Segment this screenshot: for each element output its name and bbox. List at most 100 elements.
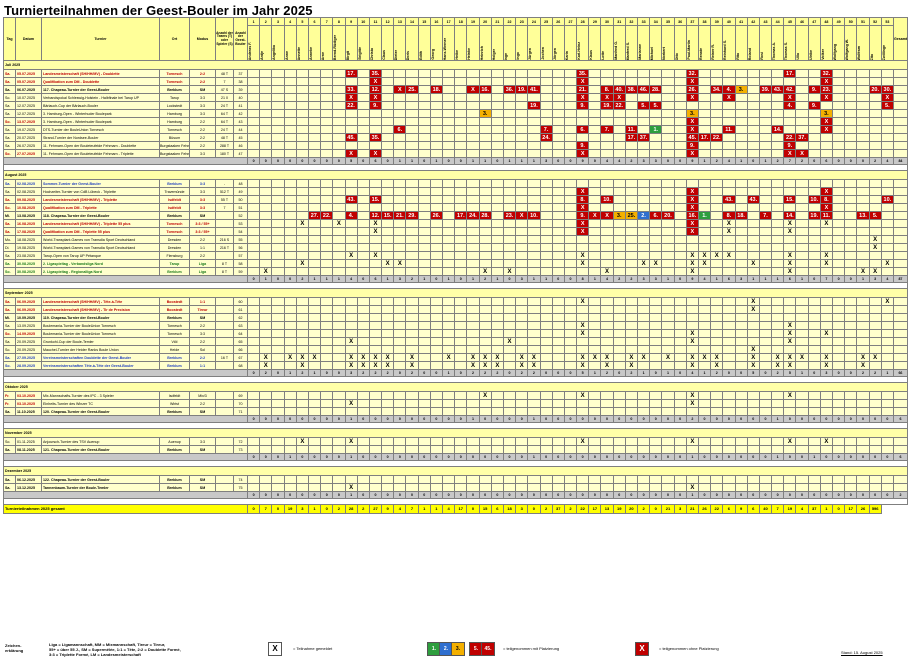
participation-cell [673, 337, 687, 346]
participation-cell [697, 321, 712, 330]
participation-cell [307, 109, 322, 118]
participation-cell [429, 187, 444, 196]
participation-cell [246, 361, 261, 370]
sum-value: 0 [502, 275, 517, 283]
participation-cell [454, 187, 468, 196]
participation-cell [429, 227, 444, 236]
participation-cell [441, 77, 456, 86]
participation-cell [320, 133, 334, 142]
participation-cell [490, 227, 504, 236]
player-name: Heinke [467, 48, 472, 60]
participation-cell [454, 69, 468, 78]
player-name: Heinrich [479, 45, 484, 60]
participation-cell [295, 141, 309, 150]
participation-cell [600, 235, 614, 244]
participation-cell: X [576, 361, 590, 370]
player-number: 18 [454, 17, 468, 26]
row-turnier: Hochzeiter-Turnier von CdB Lübeck - Trip… [41, 187, 160, 196]
sum-value: 1 [746, 275, 760, 283]
participation-cell [697, 399, 712, 408]
participation-cell [758, 251, 773, 260]
participation-cell [246, 251, 261, 260]
participation-cell [649, 219, 663, 228]
participation-cell [649, 305, 663, 314]
participation-cell [320, 195, 334, 204]
player-name: Marianne [638, 44, 642, 60]
participation-cell [441, 297, 456, 306]
participation-cell [636, 77, 651, 86]
row-turnier: Qualifikation zum DM - Triplette [41, 203, 160, 212]
participation-cell [868, 179, 882, 188]
participation-cell [307, 149, 322, 158]
sum-value: 0 [746, 491, 760, 499]
participation-cell [880, 187, 894, 196]
sum-value: 0 [856, 415, 870, 423]
player-number: 6 [307, 17, 322, 26]
participation-cell [527, 391, 541, 400]
participation-cell [831, 85, 846, 94]
sum-value: 0 [624, 491, 639, 499]
participation-cell [746, 321, 760, 330]
sum-value: 1 [527, 453, 541, 461]
sum-value: 0 [576, 491, 590, 499]
participation-cell [429, 337, 444, 346]
participation-cell [576, 117, 590, 126]
sum-value: 9 [576, 157, 590, 165]
participation-cell [722, 117, 736, 126]
participation-cell [856, 483, 870, 492]
participation-cell [417, 101, 431, 110]
participation-cell [527, 337, 541, 346]
participation-cell [490, 305, 504, 314]
participation-cell [588, 321, 602, 330]
participation-cell [381, 445, 395, 454]
player-number: 9 [344, 17, 358, 26]
participation-cell: X [697, 353, 712, 362]
participation-cell [551, 101, 565, 110]
participation-cell: X [368, 149, 383, 158]
participation-cell [880, 391, 894, 400]
participation-cell [649, 141, 663, 150]
participation-cell [490, 329, 504, 338]
participation-cell [405, 391, 419, 400]
participation-cell [563, 93, 578, 102]
participation-cell [381, 329, 395, 338]
participation-cell [490, 93, 504, 102]
participation-cell [649, 109, 663, 118]
sum-value: 0 [429, 415, 444, 423]
participation-cell [429, 77, 444, 86]
sum-value: 0 [295, 453, 309, 461]
participation-cell [868, 125, 882, 134]
sum-value: 0 [307, 157, 322, 165]
participation-cell [356, 313, 370, 322]
participation-cell [661, 219, 675, 228]
sum-value: 0 [722, 415, 736, 423]
participation-cell [856, 85, 870, 94]
row-geest-count: 46 [233, 141, 248, 150]
participation-cell: X [746, 305, 760, 314]
participation-cell [624, 141, 639, 150]
sum-value: 1 [490, 275, 504, 283]
total-value: 3 [673, 504, 687, 514]
participation-cell [368, 297, 383, 306]
participation-cell [454, 235, 468, 244]
participation-cell: X [722, 219, 736, 228]
row-ort: Isdfeldt [159, 391, 190, 400]
participation-cell [478, 297, 492, 306]
sum-value: 4 [880, 157, 894, 165]
participation-cell [795, 305, 809, 314]
participation-cell [381, 243, 395, 252]
sum-value: 2 [856, 369, 870, 377]
participation-cell [673, 227, 687, 236]
participation-cell [405, 305, 419, 314]
row-tag: So. [3, 203, 16, 212]
player-name-cell: Annette [295, 25, 309, 61]
participation-cell [685, 313, 699, 322]
row-end [892, 125, 908, 134]
participation-cell [417, 179, 431, 188]
participation-cell [551, 251, 565, 260]
participation-cell [490, 407, 504, 416]
sum-value: 0 [612, 415, 626, 423]
participation-cell [710, 297, 724, 306]
participation-cell [283, 337, 297, 346]
participation-cell [502, 329, 517, 338]
